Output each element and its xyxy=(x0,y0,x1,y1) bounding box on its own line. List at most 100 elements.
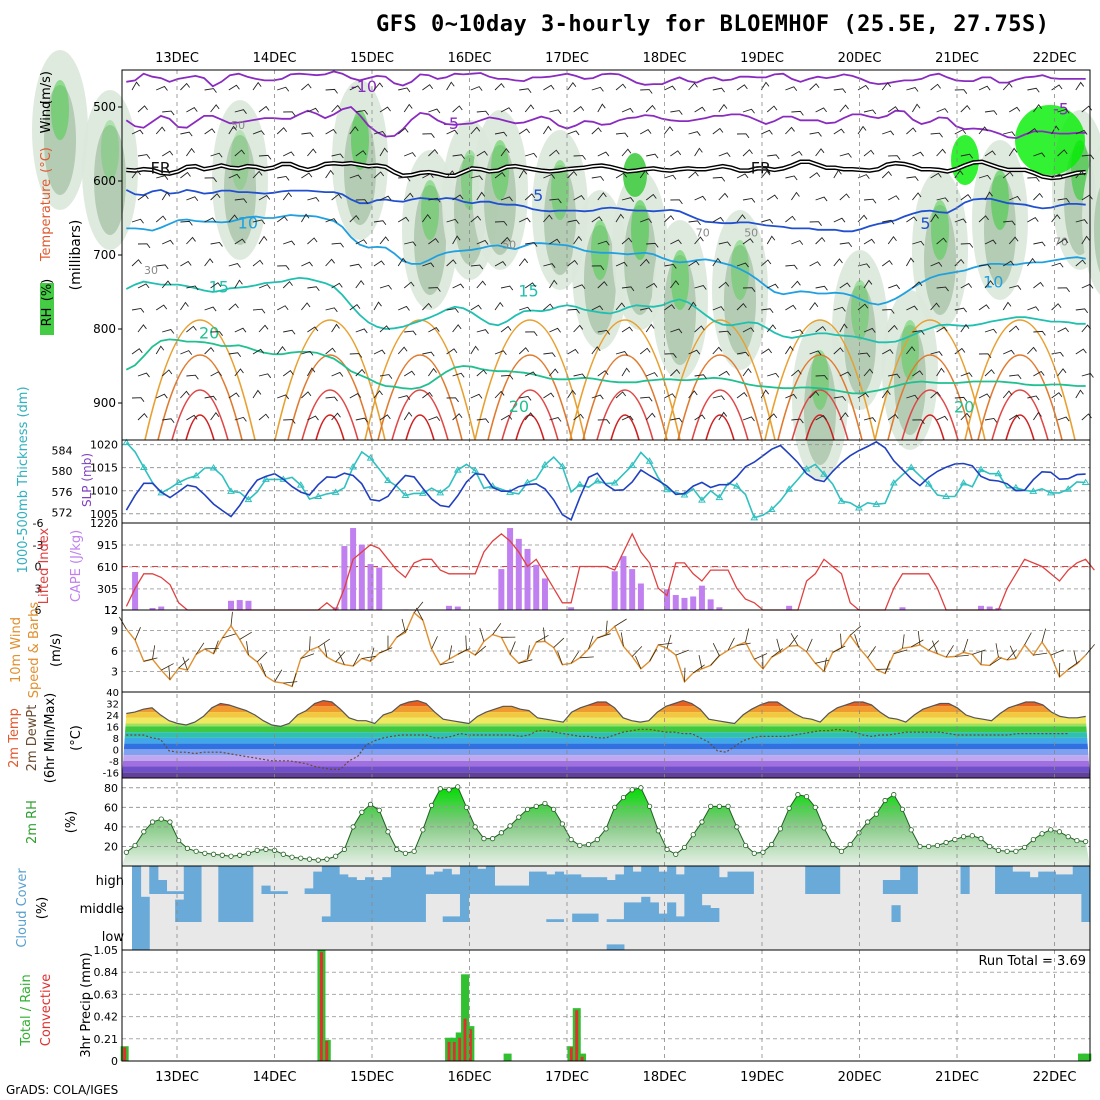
wind-barb xyxy=(640,218,652,224)
rh-marker xyxy=(481,836,487,842)
wind-barb xyxy=(373,131,387,136)
rh-marker xyxy=(411,848,417,854)
wind-barb xyxy=(349,214,360,223)
wind-barb xyxy=(881,82,891,91)
thickness-marker xyxy=(453,466,462,473)
wind-barb xyxy=(524,412,534,421)
cape-bar xyxy=(986,606,993,610)
wind-barb-10m xyxy=(854,634,860,648)
contour-label-12: 20 xyxy=(509,397,529,416)
cloud-high-bar xyxy=(365,877,375,894)
wind-barb xyxy=(162,239,174,245)
wind-barb-10m xyxy=(300,653,315,659)
rh-marker xyxy=(908,827,914,833)
wind-barb xyxy=(736,302,747,311)
wind-barb xyxy=(446,308,459,313)
cape-tick-1220: 1220 xyxy=(90,517,118,530)
cloud-middle-bar xyxy=(623,902,634,922)
wind-barb-10m xyxy=(274,669,283,682)
wind-barb xyxy=(742,238,754,245)
wind-barb-10m xyxy=(1050,649,1064,656)
wind-barb xyxy=(404,330,417,336)
wind-barb xyxy=(331,193,342,201)
wind-barb xyxy=(785,86,798,92)
wind-barb xyxy=(833,88,847,94)
wind-barb xyxy=(307,286,320,292)
thickness-marker xyxy=(785,485,794,492)
contour-label-6: 5 xyxy=(920,214,930,233)
wind-barb xyxy=(156,85,168,91)
wind-barb xyxy=(906,87,919,92)
wind-barb xyxy=(645,104,656,113)
wind-barb xyxy=(688,131,701,136)
wind-barb xyxy=(664,85,676,91)
cloud-middle-bar xyxy=(373,894,383,922)
rh-marker xyxy=(167,819,173,825)
temp-band-5 xyxy=(122,723,1090,727)
wind-barb xyxy=(791,191,800,201)
wind-barb xyxy=(156,393,168,399)
cape-bar xyxy=(899,607,906,610)
li-tick-0: 0 xyxy=(35,561,42,574)
wind-barb xyxy=(1051,303,1062,311)
cloud-high-bar xyxy=(157,880,168,894)
precip-total-bar xyxy=(1083,1053,1092,1061)
wind-barb xyxy=(204,395,217,401)
wind-barb xyxy=(906,346,916,355)
chart-title: GFS 0~10day 3-hourly for BLOEMHOF (25.5E… xyxy=(376,12,1050,37)
cloud-high-bar xyxy=(675,874,685,894)
wind-barb xyxy=(180,390,190,399)
freezing-line-inner xyxy=(126,160,1086,179)
wind-barb xyxy=(960,104,971,113)
wind-barb xyxy=(736,133,750,139)
wind-barb xyxy=(591,216,603,223)
rh-axis-label-2: (%) xyxy=(64,811,79,834)
wind-barb xyxy=(567,81,577,91)
cloud-middle-bar xyxy=(701,905,711,922)
warm-isotherm-2-2 xyxy=(391,389,449,441)
cloud-high-bar xyxy=(891,880,901,894)
wind-barb xyxy=(180,260,192,267)
temp-band-6 xyxy=(122,726,1090,733)
cloud-high-bar xyxy=(485,866,495,894)
cloud-high-bar xyxy=(606,880,616,894)
contour-label-16: 50 xyxy=(502,238,516,251)
wind-barb xyxy=(500,285,514,291)
contour-label-9: 15 xyxy=(209,278,229,297)
wind-barb xyxy=(1051,214,1061,223)
thickness-marker xyxy=(959,479,968,486)
cloud-high-bar xyxy=(710,866,720,894)
cloud-high-bar xyxy=(425,874,435,894)
wind-barb xyxy=(1057,108,1070,114)
wind-barb xyxy=(688,349,701,355)
wind-barb-10m xyxy=(338,651,345,665)
wind-barb xyxy=(1008,236,1019,245)
temp-axis-label-4: (°C) xyxy=(69,725,84,751)
wind-barb xyxy=(809,131,822,137)
cloud-middle-bar xyxy=(667,902,677,922)
wind-barb xyxy=(180,301,189,311)
wind-barb xyxy=(228,263,241,268)
wind-barb xyxy=(428,367,437,377)
wind-barb-10m xyxy=(698,654,703,669)
wind-barb xyxy=(736,214,746,223)
cloud-high-bar xyxy=(718,877,729,894)
wind-barb xyxy=(210,371,222,377)
rh-marker xyxy=(132,842,138,849)
wind-barb xyxy=(301,261,313,267)
wind-barb-10m xyxy=(195,642,205,655)
wind-barb xyxy=(1033,152,1046,158)
wind-barb xyxy=(307,237,318,245)
thickness-marker xyxy=(471,466,480,474)
thickness-marker xyxy=(628,461,637,468)
wind-barb xyxy=(1027,395,1040,401)
wind-barb xyxy=(258,324,269,333)
thickness-marker xyxy=(575,480,584,488)
wind-barb xyxy=(1075,348,1087,355)
isotherm--5 xyxy=(125,106,1086,140)
wind-barb xyxy=(282,369,294,377)
wind-barb xyxy=(839,412,849,421)
wind-barb xyxy=(277,86,290,92)
thickness-marker xyxy=(401,491,410,499)
wind-barb xyxy=(688,220,701,226)
